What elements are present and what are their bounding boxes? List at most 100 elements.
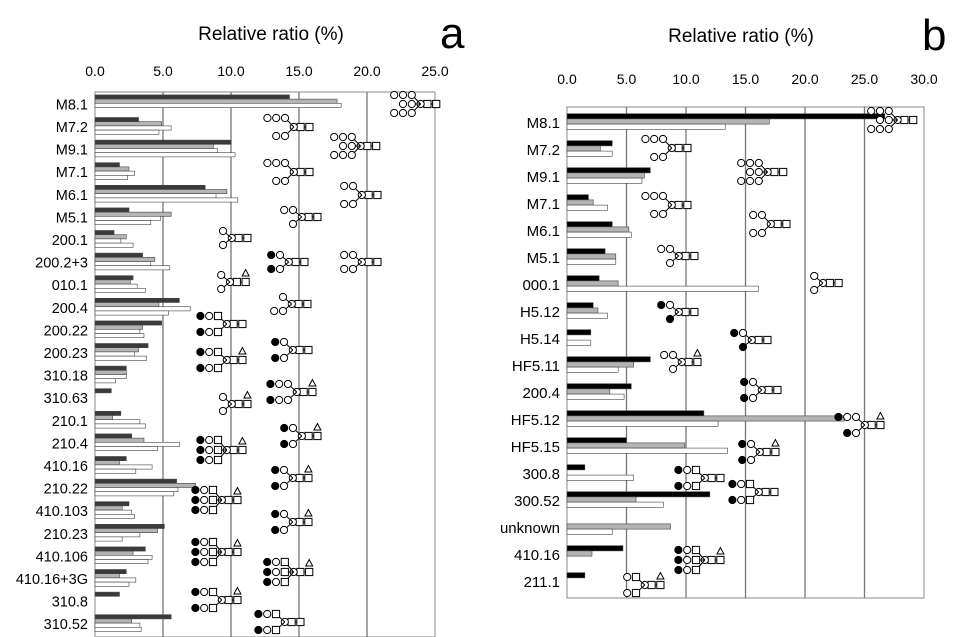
bar [566, 420, 719, 427]
mannose-circle [623, 588, 632, 598]
glcnac-square [271, 609, 281, 619]
category-label: 310.52 [44, 617, 88, 633]
mannose-circle [200, 603, 209, 613]
mannose-circle [279, 337, 289, 347]
mannose-circle [280, 158, 290, 168]
galactose-circle [191, 485, 200, 495]
category-label: M8.1 [527, 115, 560, 132]
mannose-circle [658, 152, 668, 162]
bar [94, 287, 146, 293]
bar [94, 456, 127, 461]
glcnac-square [296, 122, 305, 132]
glycan-icon [254, 609, 305, 635]
fucose-triangle [304, 558, 314, 567]
galactose-circle [196, 445, 205, 455]
bar [94, 569, 127, 574]
panel-a-glycan-structure-icons [191, 90, 441, 635]
bar [94, 170, 135, 176]
glycan-icon [834, 411, 885, 438]
glcnac-square [208, 505, 218, 515]
glycan-icon [270, 292, 312, 316]
bar [566, 302, 594, 309]
panel-a: Relative ratio (%) a 0.0 5.0 10.0 15.0 20.0 2… [16, 9, 465, 637]
bar [94, 193, 217, 199]
bar [566, 410, 705, 417]
glcnac-square [234, 233, 243, 243]
galactose-circle [266, 379, 275, 389]
glcnac-square [364, 190, 373, 200]
glcnac-square [208, 603, 218, 613]
bar [94, 94, 290, 100]
mannose-circle [217, 270, 226, 280]
galactose-circle [271, 465, 280, 475]
glcnac-square [707, 473, 716, 483]
mannose-circle [650, 191, 659, 201]
glycan-icon [641, 134, 692, 162]
fucose-triangle [876, 411, 885, 420]
glycan-icon [267, 250, 309, 274]
glycan-icon [728, 479, 779, 505]
bar [94, 261, 152, 266]
mannose-circle [272, 158, 281, 168]
glcnac-square [296, 167, 305, 177]
galactose-circle [740, 393, 749, 403]
glcnac-square [716, 555, 725, 565]
bar [566, 167, 651, 174]
glcnac-square [363, 141, 372, 151]
category-label: 210.4 [52, 436, 88, 452]
bar [566, 253, 617, 260]
glcnac-square [208, 557, 218, 567]
glcnac-square [909, 115, 918, 125]
glcnac-square [773, 219, 782, 229]
panel-b-letter: b [922, 11, 946, 60]
bar [94, 125, 172, 131]
bar [566, 496, 637, 503]
mannose-circle [623, 572, 632, 582]
glcnac-square [762, 447, 771, 457]
glycan-icon [280, 205, 322, 229]
category-label: 310.8 [52, 595, 88, 611]
bar [94, 234, 127, 240]
glycan-icon [623, 571, 665, 598]
glcnac-square [229, 445, 238, 455]
glcnac-square [208, 495, 218, 505]
glcnac-square [305, 167, 314, 177]
glcnac-square [770, 167, 779, 177]
glcnac-square [295, 517, 304, 527]
fucose-triangle [304, 508, 313, 517]
glcnac-square [291, 257, 300, 267]
mannose-circle [390, 108, 399, 118]
bar [566, 226, 630, 233]
bar [94, 310, 169, 316]
bar [94, 482, 196, 488]
glcnac-square [280, 577, 289, 587]
bar [94, 536, 123, 542]
glcnac-square [233, 547, 242, 557]
bar [566, 150, 613, 157]
mannose-circle [683, 465, 692, 475]
glycan-icon [266, 378, 317, 405]
mannose-circle [754, 176, 763, 186]
bar [566, 528, 613, 535]
mannose-circle [348, 199, 358, 209]
mannose-circle [338, 141, 348, 151]
mannose-circle [641, 191, 650, 201]
glcnac-square [213, 363, 223, 373]
category-label: 200.22 [44, 323, 88, 339]
bar [94, 446, 158, 451]
bar [94, 355, 147, 361]
glycan-icon [749, 210, 791, 238]
x-tick-label: 10.0 [672, 71, 699, 87]
mannose-circle [843, 412, 852, 422]
fucose-triangle [656, 571, 665, 580]
fucose-triangle [233, 586, 242, 595]
glcnac-square [900, 115, 909, 125]
mannose-circle [288, 219, 298, 229]
bar [566, 383, 632, 390]
bar [566, 145, 601, 152]
glcnac-square [224, 547, 233, 557]
category-label: M6.1 [527, 223, 560, 240]
glcnac-square [234, 399, 243, 409]
mannose-circle [754, 167, 763, 177]
glcnac-square [295, 473, 304, 483]
